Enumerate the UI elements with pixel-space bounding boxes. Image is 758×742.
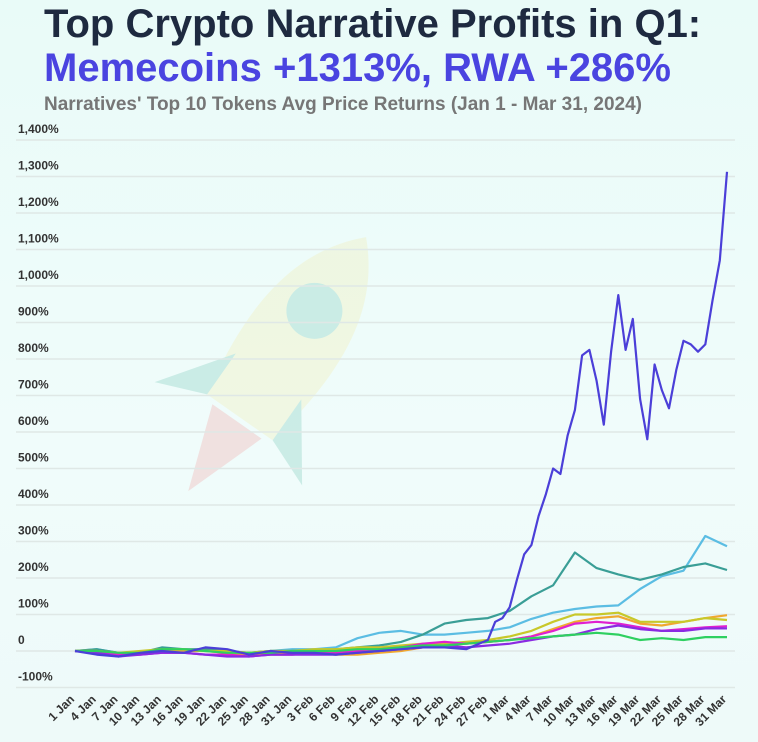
y-tick-label: 200% xyxy=(18,560,49,574)
series-line-2 xyxy=(75,614,728,656)
y-tick-label: 1,400% xyxy=(18,122,59,136)
series-line-0 xyxy=(74,534,728,654)
y-tick-label: 300% xyxy=(18,524,49,538)
chart-title-line1: Top Crypto Narrative Profits in Q1: xyxy=(44,2,702,46)
series-line-7 xyxy=(74,171,729,658)
y-tick-label: 1,200% xyxy=(18,195,59,209)
y-tick-label: 900% xyxy=(18,305,49,319)
y-tick-label: 800% xyxy=(18,341,49,355)
chart-subtitle: Narratives' Top 10 Tokens Avg Price Retu… xyxy=(44,94,642,115)
y-tick-label: 100% xyxy=(18,597,49,611)
y-tick-label: 700% xyxy=(18,378,49,392)
y-tick-label: 1,000% xyxy=(18,268,59,282)
y-tick-label: 400% xyxy=(18,487,49,501)
y-tick-label: -100% xyxy=(18,670,53,684)
y-tick-label: 1,300% xyxy=(18,159,59,173)
y-tick-label: 500% xyxy=(18,451,49,465)
y-tick-label: 0 xyxy=(18,633,25,647)
y-tick-label: 1,100% xyxy=(18,232,59,246)
series-line-6 xyxy=(75,631,727,654)
y-tick-label: 600% xyxy=(18,414,49,428)
chart-title-line2: Memecoins +1313%, RWA +286% xyxy=(44,46,671,90)
